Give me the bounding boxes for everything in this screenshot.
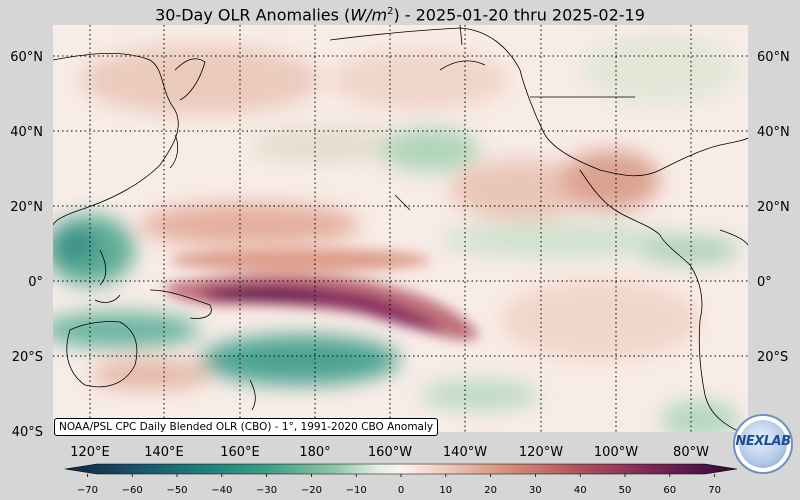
lon-label: 140°E [144, 445, 184, 460]
lon-label: 140°W [443, 445, 487, 460]
graticule [53, 25, 748, 432]
anomaly-field [53, 25, 748, 432]
colorbar-tick-label: −40 [211, 485, 232, 496]
colorbar-tick-label: −10 [346, 485, 367, 496]
lat-label: 40°S [12, 425, 43, 440]
lab-logo: NEXLAB [733, 414, 793, 474]
lat-label: 40°N [10, 125, 43, 140]
colorbar-tick-label: 10 [439, 485, 452, 496]
colorbar: −70 −60 −50 −40 −30 −20 −10 0 10 20 30 40 50 60 70 [64, 463, 738, 496]
colorbar-tick-label: 50 [619, 485, 632, 496]
title-suffix: ) - 2025-01-20 thru 2025-02-19 [393, 5, 645, 25]
lat-labels-right: 60°N 40°N 20°N 0° 20°S [757, 50, 790, 365]
lon-labels: 120°E 140°E 160°E 180° 160°W 140°W 120°W… [70, 445, 709, 460]
lon-label: 180° [299, 445, 330, 460]
lat-label: 20°S [12, 350, 43, 365]
lon-label: 160°E [220, 445, 260, 460]
colorbar-tick-label: −60 [122, 485, 143, 496]
lat-label: 60°N [10, 50, 43, 65]
lat-label: 20°S [757, 350, 788, 365]
lon-label: 160°W [368, 445, 412, 460]
lat-label: 60°N [757, 50, 790, 65]
colorbar-tick-label: −70 [77, 485, 98, 496]
lat-label: 0° [28, 275, 43, 290]
lat-labels-left: 60°N 40°N 20°N 0° 20°S 40°S [10, 50, 43, 440]
colorbar-tick-label: 0 [398, 485, 404, 496]
globe-icon [739, 420, 787, 468]
lon-label: 120°E [70, 445, 110, 460]
lat-label: 20°N [757, 200, 790, 215]
colorbar-tick-label: −50 [166, 485, 187, 496]
title-prefix: 30-Day OLR Anomalies ( [155, 5, 351, 25]
colorbar-tick-label: 40 [574, 485, 587, 496]
colorbar-tick-label: −30 [256, 485, 277, 496]
map-title: 30-Day OLR Anomalies (W/m2) - 2025-01-20… [0, 0, 800, 24]
lon-label: 120°W [519, 445, 563, 460]
colorbar-tick-label: 30 [529, 485, 542, 496]
coastlines [53, 25, 748, 432]
data-source-credit: NOAA/PSL CPC Daily Blended OLR (CBO) - 1… [54, 418, 439, 436]
lon-label: 100°W [594, 445, 638, 460]
title-unit-exponent: 2 [387, 6, 394, 17]
title-unit: W/m [350, 5, 388, 25]
lat-label: 40°N [757, 125, 790, 140]
colorbar-tick-label: −20 [301, 485, 322, 496]
colorbar-tick-label: 70 [708, 485, 721, 496]
lat-label: 20°N [10, 200, 43, 215]
colorbar-tick-label: 60 [663, 485, 676, 496]
logo-text: NEXLAB [735, 434, 791, 449]
colorbar-tick-label: 20 [484, 485, 497, 496]
colorbar-ticks: −70 −60 −50 −40 −30 −20 −10 0 10 20 30 40 50 60 70 [77, 474, 721, 496]
lon-label: 80°W [673, 445, 709, 460]
colorbar-bar [64, 463, 738, 475]
lat-label: 0° [757, 275, 772, 290]
